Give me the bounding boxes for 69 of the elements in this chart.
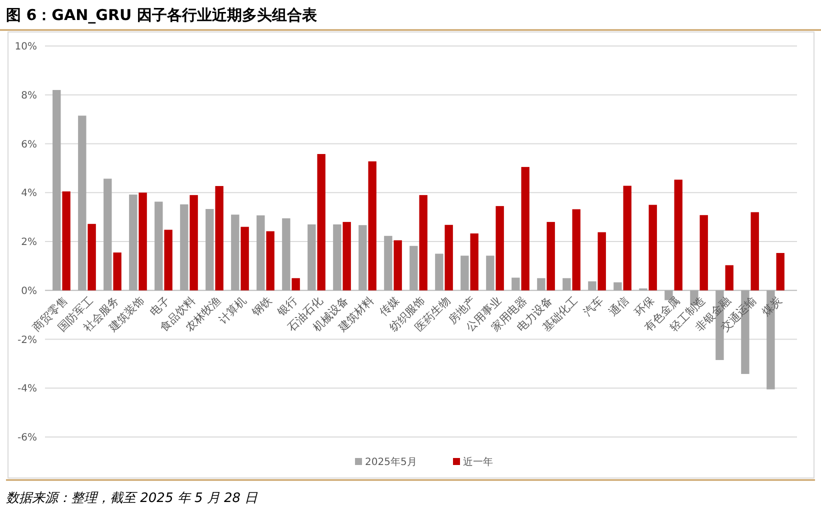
bar	[435, 254, 444, 290]
y-tick-label: 4%	[21, 188, 37, 200]
bar	[256, 215, 265, 290]
bar	[368, 161, 376, 290]
x-tick-label: 汽车	[581, 294, 606, 319]
bar	[496, 206, 504, 290]
bar	[486, 256, 494, 290]
bar	[266, 231, 274, 290]
bar	[358, 225, 367, 290]
bar	[308, 224, 316, 290]
bar	[598, 232, 606, 290]
bar	[206, 209, 214, 290]
bar	[240, 226, 249, 290]
bar	[190, 195, 198, 290]
bar	[129, 194, 138, 290]
y-tick-label: -4%	[18, 384, 37, 395]
bar	[537, 278, 546, 290]
source-note: 数据来源：整理，截至 2025 年 5 月 28 日	[6, 491, 259, 506]
bar	[138, 192, 147, 290]
bar	[394, 240, 402, 290]
x-tick-label: 钢铁	[248, 294, 274, 320]
bar	[588, 281, 596, 290]
bar	[546, 222, 555, 290]
y-tick-label: 8%	[21, 90, 37, 102]
bar	[470, 233, 478, 290]
bar	[648, 204, 657, 290]
bar	[180, 204, 188, 290]
x-tick-label: 煤炭	[760, 294, 784, 319]
bar	[342, 222, 351, 290]
bar	[614, 282, 622, 290]
bar	[572, 209, 580, 290]
bar	[623, 186, 632, 290]
x-tick-label: 通信	[606, 294, 632, 319]
bar	[317, 154, 326, 290]
bar	[700, 215, 708, 290]
bar	[292, 278, 300, 290]
y-tick-label: -6%	[18, 432, 37, 444]
bar	[104, 178, 112, 290]
bar	[776, 252, 784, 290]
bar	[444, 224, 453, 290]
bar	[62, 191, 70, 290]
bar	[725, 265, 734, 290]
legend-label: 近一年	[463, 456, 493, 468]
bar	[460, 256, 469, 290]
bar	[154, 202, 163, 290]
bar	[78, 116, 86, 290]
bar	[419, 195, 428, 290]
y-tick-label: -2%	[18, 334, 37, 346]
bar	[113, 252, 122, 290]
bar	[410, 246, 418, 290]
bar	[215, 186, 224, 290]
bar	[384, 236, 392, 290]
bar	[750, 212, 759, 290]
y-tick-label: 2%	[21, 237, 37, 248]
bar	[333, 224, 342, 290]
legend-label: 2025年5月	[365, 456, 417, 468]
y-tick-label: 0%	[21, 286, 37, 297]
bar	[674, 180, 682, 290]
bar	[231, 214, 240, 290]
bar	[164, 230, 172, 290]
y-tick-label: 10%	[14, 42, 37, 52]
y-tick-label: 6%	[21, 139, 37, 150]
bar	[88, 224, 96, 290]
bar	[282, 218, 290, 290]
bar	[521, 166, 530, 290]
chart-title: 图 6：GAN_GRU 因子各行业近期多头组合表	[6, 6, 318, 24]
bar	[512, 278, 520, 290]
bar	[52, 90, 61, 290]
bar	[562, 278, 571, 290]
